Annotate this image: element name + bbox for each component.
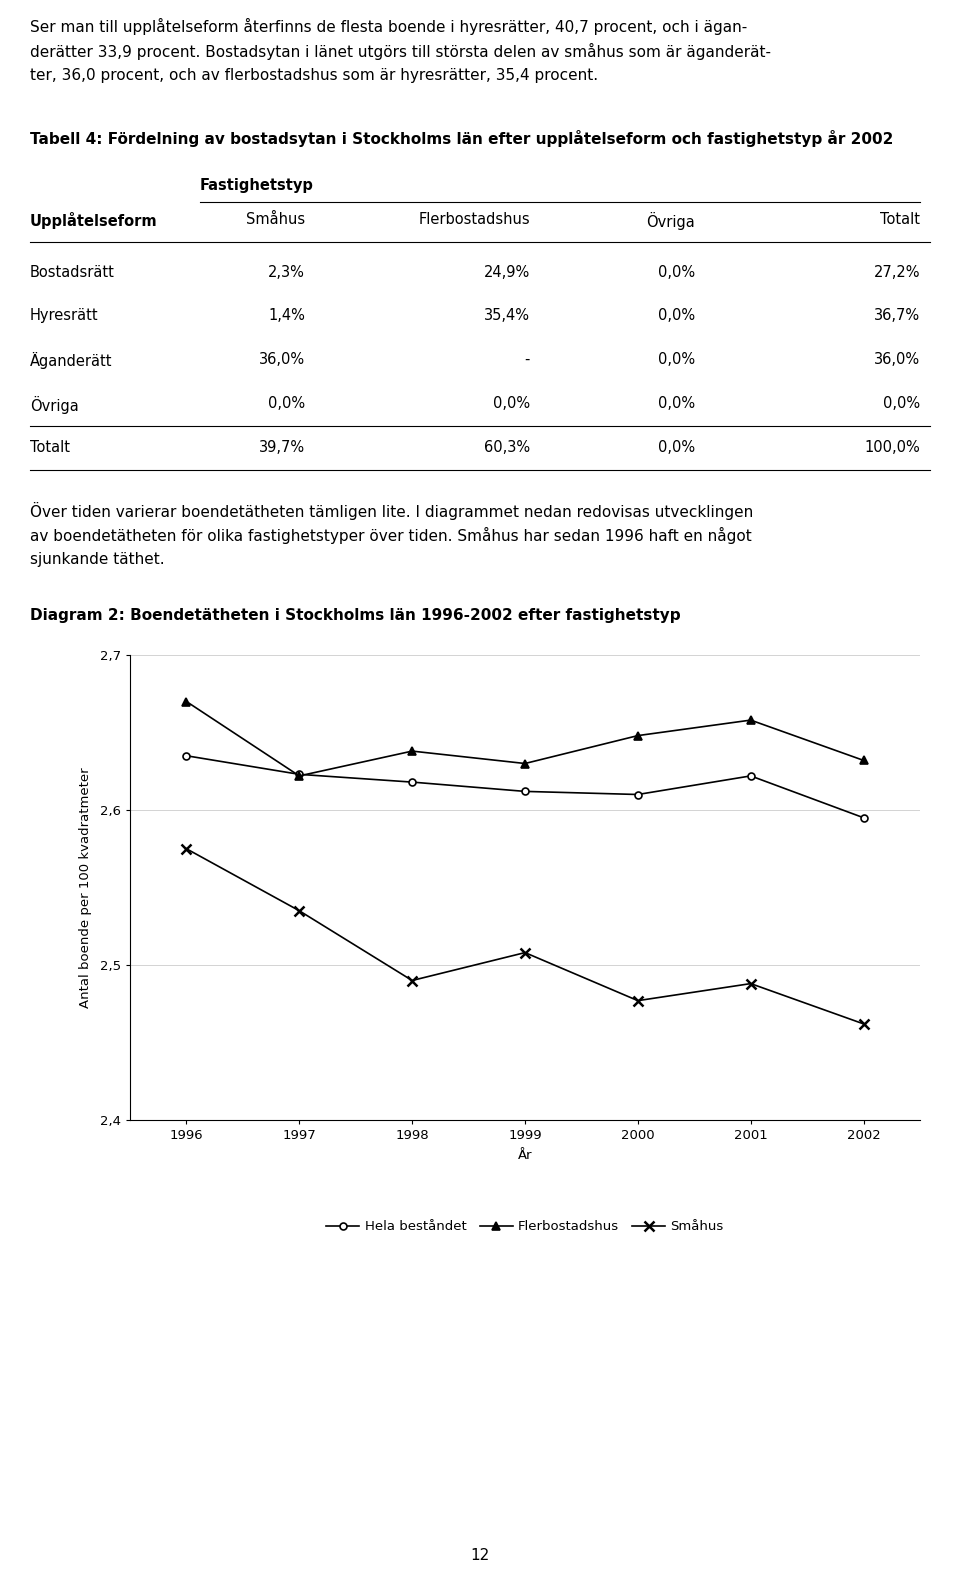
Text: sjunkande täthet.: sjunkande täthet.: [30, 552, 164, 568]
Text: 39,7%: 39,7%: [259, 440, 305, 456]
Text: 60,3%: 60,3%: [484, 440, 530, 456]
Småhus: [294, 902, 305, 921]
Hela beståndet: [294, 765, 305, 784]
Småhus: [406, 971, 418, 990]
Flerbostadshus: [745, 711, 756, 730]
Text: Fastighetstyp: Fastighetstyp: [200, 178, 314, 192]
Line: Småhus: Småhus: [181, 844, 869, 1028]
Text: 0,0%: 0,0%: [492, 396, 530, 412]
Text: ter, 36,0 procent, och av flerbostadshus som är hyresrätter, 35,4 procent.: ter, 36,0 procent, och av flerbostadshus…: [30, 68, 598, 84]
Flerbostadshus: [294, 766, 305, 785]
Text: Övriga: Övriga: [646, 211, 695, 230]
Text: 35,4%: 35,4%: [484, 308, 530, 323]
Text: Flerbostadshus: Flerbostadshus: [419, 211, 530, 227]
Text: Bostadsrätt: Bostadsrätt: [30, 265, 115, 281]
Text: 0,0%: 0,0%: [658, 440, 695, 456]
Hela beståndet: [406, 773, 418, 792]
Text: 2,3%: 2,3%: [268, 265, 305, 281]
Text: 0,0%: 0,0%: [883, 396, 920, 412]
Text: -: -: [524, 352, 530, 367]
Text: Hyresrätt: Hyresrätt: [30, 308, 99, 323]
Text: Över tiden varierar boendetätheten tämligen lite. I diagrammet nedan redovisas u: Över tiden varierar boendetätheten tämli…: [30, 501, 754, 520]
Text: 0,0%: 0,0%: [268, 396, 305, 412]
Flerbostadshus: [519, 754, 531, 773]
Hela beståndet: [519, 782, 531, 801]
Text: Upplåtelseform: Upplåtelseform: [30, 211, 157, 229]
Flerbostadshus: [632, 725, 643, 744]
X-axis label: År: År: [517, 1150, 532, 1162]
Text: Diagram 2: Boendetätheten i Stockholms län 1996-2002 efter fastighetstyp: Diagram 2: Boendetätheten i Stockholms l…: [30, 609, 681, 623]
Text: 0,0%: 0,0%: [658, 265, 695, 281]
Flerbostadshus: [406, 741, 418, 760]
Y-axis label: Antal boende per 100 kvadratmeter: Antal boende per 100 kvadratmeter: [79, 766, 91, 1008]
Text: 24,9%: 24,9%: [484, 265, 530, 281]
Text: 0,0%: 0,0%: [658, 352, 695, 367]
Text: 1,4%: 1,4%: [268, 308, 305, 323]
Line: Hela beståndet: Hela beståndet: [183, 752, 867, 822]
Småhus: [858, 1014, 870, 1033]
Text: Småhus: Småhus: [246, 211, 305, 227]
Hela beståndet: [858, 809, 870, 828]
Text: Äganderätt: Äganderätt: [30, 352, 112, 369]
Legend: Hela beståndet, Flerbostadshus, Småhus: Hela beståndet, Flerbostadshus, Småhus: [321, 1214, 729, 1238]
Text: 0,0%: 0,0%: [658, 396, 695, 412]
Text: 36,0%: 36,0%: [259, 352, 305, 367]
Text: 36,7%: 36,7%: [874, 308, 920, 323]
Text: 27,2%: 27,2%: [874, 265, 920, 281]
Flerbostadshus: [180, 692, 192, 711]
Text: 0,0%: 0,0%: [658, 308, 695, 323]
Text: Tabell 4: Fördelning av bostadsytan i Stockholms län efter upplåtelseform och fa: Tabell 4: Fördelning av bostadsytan i St…: [30, 129, 894, 147]
Line: Flerbostadshus: Flerbostadshus: [182, 697, 868, 781]
Småhus: [745, 975, 756, 994]
Text: Totalt: Totalt: [880, 211, 920, 227]
Text: 36,0%: 36,0%: [874, 352, 920, 367]
Flerbostadshus: [858, 751, 870, 770]
Hela beståndet: [745, 766, 756, 785]
Hela beståndet: [180, 746, 192, 765]
Text: Ser man till upplåtelseform återfinns de flesta boende i hyresrätter, 40,7 proce: Ser man till upplåtelseform återfinns de…: [30, 17, 747, 35]
Småhus: [519, 943, 531, 962]
Text: derätter 33,9 procent. Bostadsytan i länet utgörs till största delen av småhus s: derätter 33,9 procent. Bostadsytan i län…: [30, 43, 771, 60]
Text: Totalt: Totalt: [30, 440, 70, 456]
Text: 100,0%: 100,0%: [864, 440, 920, 456]
Text: Övriga: Övriga: [30, 396, 79, 415]
Småhus: [632, 992, 643, 1011]
Småhus: [180, 839, 192, 858]
Text: av boendetätheten för olika fastighetstyper över tiden. Småhus har sedan 1996 ha: av boendetätheten för olika fastighetsty…: [30, 527, 752, 544]
Hela beståndet: [632, 785, 643, 804]
Text: 12: 12: [470, 1549, 490, 1563]
